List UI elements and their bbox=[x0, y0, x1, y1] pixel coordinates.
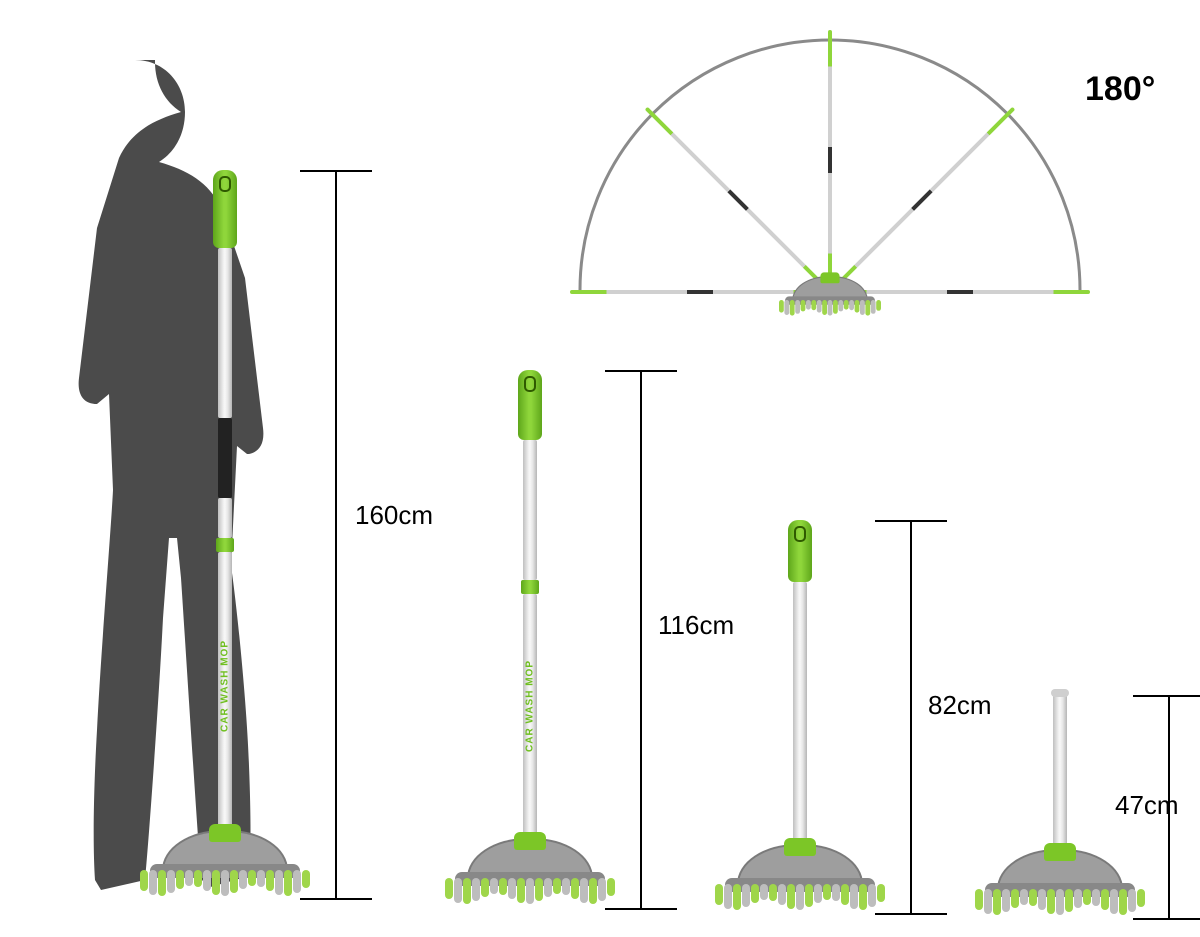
pole bbox=[793, 582, 807, 850]
dimension-line-116 bbox=[640, 370, 642, 910]
dimension-line-160 bbox=[335, 170, 337, 900]
handle-cap bbox=[788, 520, 812, 582]
mop-fringe bbox=[715, 884, 885, 914]
mop-head bbox=[975, 849, 1145, 919]
dimension-label-160: 160cm bbox=[355, 500, 433, 531]
handle-cap bbox=[518, 370, 542, 440]
mop-head bbox=[715, 844, 885, 914]
pole-grip bbox=[218, 418, 232, 498]
rotation-label: 180° bbox=[1085, 70, 1155, 109]
pole-joint bbox=[521, 580, 539, 594]
mop-160: CAR WASH MOP bbox=[140, 170, 310, 910]
pole-mid bbox=[218, 498, 232, 538]
mop-head bbox=[445, 838, 615, 908]
pole-tip bbox=[1051, 689, 1069, 697]
rotation-handle-90 bbox=[828, 30, 832, 290]
pole-joint bbox=[216, 538, 234, 552]
dimension-label-47: 47cm bbox=[1115, 790, 1179, 821]
handle-cap bbox=[213, 170, 237, 248]
mop-fringe bbox=[975, 889, 1145, 919]
pole-upper bbox=[218, 248, 232, 418]
mop-116: CAR WASH MOP bbox=[445, 370, 615, 920]
pole-upper bbox=[523, 440, 537, 580]
mop-fringe bbox=[779, 300, 881, 318]
pole-brand-label: CAR WASH MOP bbox=[525, 660, 536, 752]
rotation-mop-head bbox=[779, 276, 881, 318]
pole-brand-label: CAR WASH MOP bbox=[220, 640, 231, 732]
pole bbox=[1053, 695, 1067, 855]
dimension-line-82 bbox=[910, 520, 912, 915]
mop-82 bbox=[715, 520, 885, 920]
mop-head bbox=[140, 830, 310, 900]
mop-fringe bbox=[445, 878, 615, 908]
mop-fringe bbox=[140, 870, 310, 900]
